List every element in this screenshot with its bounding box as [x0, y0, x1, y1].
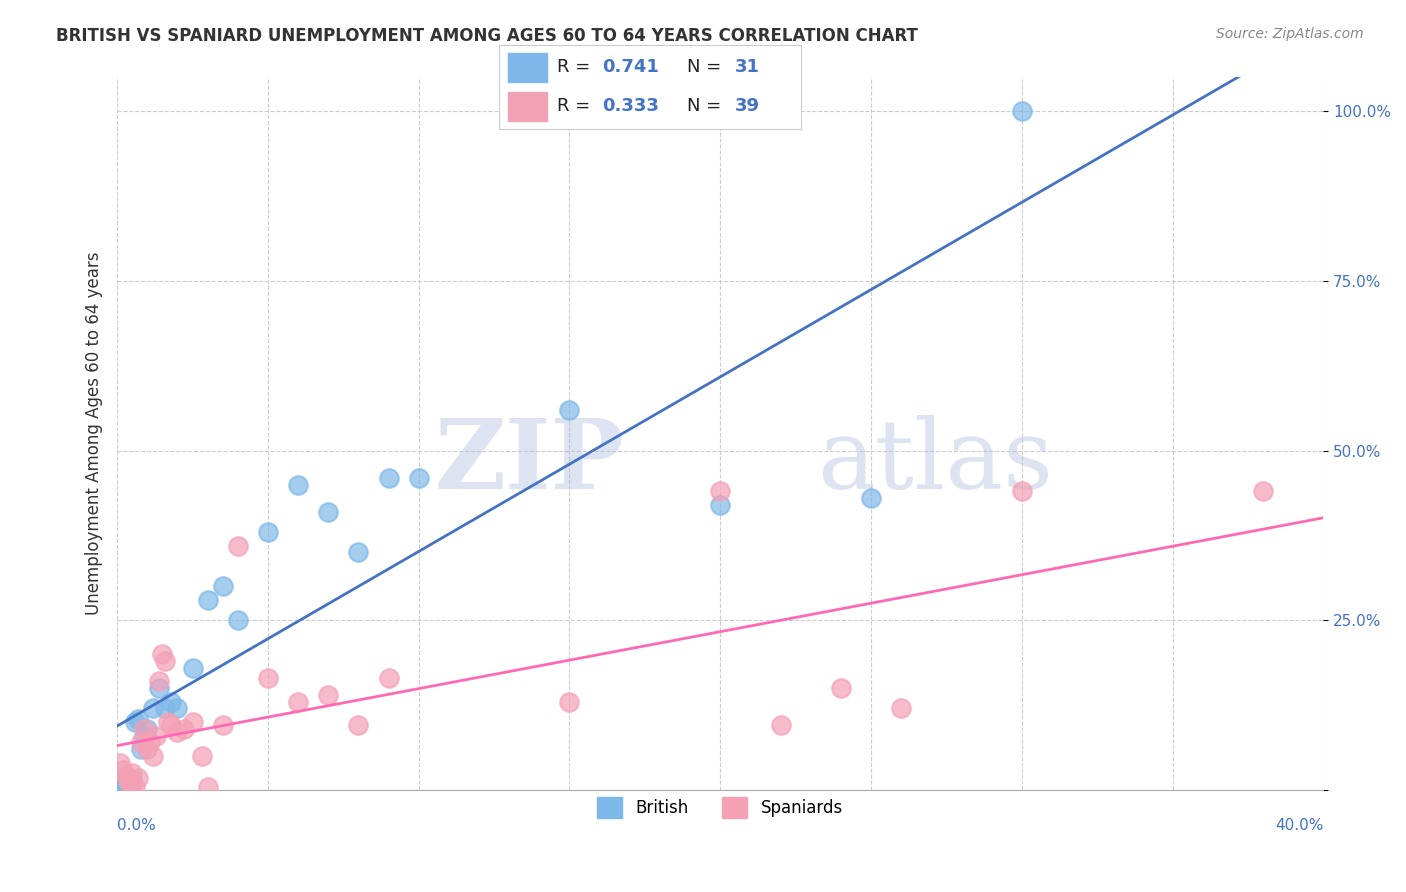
Point	[377, 471, 399, 485]
Point	[181, 714, 204, 729]
Point	[121, 777, 143, 791]
Point	[155, 701, 177, 715]
Point	[1011, 104, 1033, 119]
Bar	[508, 92, 547, 120]
Point	[121, 772, 143, 787]
Text: Source: ZipAtlas.com: Source: ZipAtlas.com	[1216, 27, 1364, 41]
Point	[131, 742, 153, 756]
Point	[127, 771, 149, 785]
Point	[166, 725, 188, 739]
Y-axis label: Unemployment Among Ages 60 to 64 years: Unemployment Among Ages 60 to 64 years	[86, 252, 103, 615]
Point	[709, 498, 731, 512]
Point	[136, 722, 159, 736]
Point	[709, 484, 731, 499]
Point	[118, 776, 141, 790]
Point	[152, 647, 174, 661]
Point	[226, 613, 249, 627]
Text: R =: R =	[557, 97, 596, 115]
Point	[124, 714, 146, 729]
Point	[316, 688, 339, 702]
Point	[118, 772, 141, 787]
Text: 40.0%: 40.0%	[1275, 819, 1323, 833]
Text: N =: N =	[686, 59, 727, 77]
Point	[115, 777, 138, 791]
Point	[190, 749, 212, 764]
Legend: British, Spaniards: British, Spaniards	[591, 790, 849, 824]
Point	[118, 774, 141, 789]
Point	[257, 671, 280, 685]
Point	[148, 681, 170, 695]
Text: ZIP: ZIP	[434, 415, 624, 509]
Point	[112, 763, 135, 777]
Bar	[508, 54, 547, 82]
Point	[134, 729, 156, 743]
Point	[287, 695, 309, 709]
Text: 0.333: 0.333	[602, 97, 659, 115]
Text: R =: R =	[557, 59, 596, 77]
Point	[769, 718, 792, 732]
Point	[157, 714, 180, 729]
Point	[160, 695, 183, 709]
Point	[1251, 484, 1274, 499]
Point	[160, 718, 183, 732]
Point	[316, 505, 339, 519]
Text: 0.741: 0.741	[602, 59, 659, 77]
Point	[211, 579, 233, 593]
Point	[108, 756, 131, 770]
Point	[287, 477, 309, 491]
Point	[347, 545, 370, 559]
Point	[155, 654, 177, 668]
Point	[115, 769, 138, 783]
Point	[145, 729, 167, 743]
Point	[558, 403, 581, 417]
Point	[166, 701, 188, 715]
Text: 0.0%: 0.0%	[117, 819, 156, 833]
Point	[211, 718, 233, 732]
Text: N =: N =	[686, 97, 727, 115]
Point	[197, 593, 219, 607]
Point	[134, 722, 156, 736]
Point	[257, 524, 280, 539]
Point	[108, 772, 131, 787]
Point	[124, 780, 146, 794]
Text: atlas: atlas	[817, 415, 1053, 509]
Point	[197, 780, 219, 794]
Text: 39: 39	[735, 97, 759, 115]
Point	[136, 742, 159, 756]
Point	[408, 471, 430, 485]
Point	[890, 701, 912, 715]
Point	[121, 776, 143, 790]
Point	[558, 695, 581, 709]
Point	[121, 766, 143, 780]
Point	[148, 674, 170, 689]
Point	[131, 735, 153, 749]
Point	[127, 712, 149, 726]
Point	[115, 769, 138, 783]
Point	[347, 718, 370, 732]
Point	[181, 661, 204, 675]
Point	[142, 749, 165, 764]
Point	[859, 491, 882, 505]
Text: 31: 31	[735, 59, 759, 77]
Point	[226, 539, 249, 553]
Point	[173, 722, 195, 736]
Point	[139, 735, 162, 749]
Point	[377, 671, 399, 685]
Text: BRITISH VS SPANIARD UNEMPLOYMENT AMONG AGES 60 TO 64 YEARS CORRELATION CHART: BRITISH VS SPANIARD UNEMPLOYMENT AMONG A…	[56, 27, 918, 45]
Point	[142, 701, 165, 715]
Point	[112, 776, 135, 790]
Point	[830, 681, 852, 695]
Point	[1011, 484, 1033, 499]
